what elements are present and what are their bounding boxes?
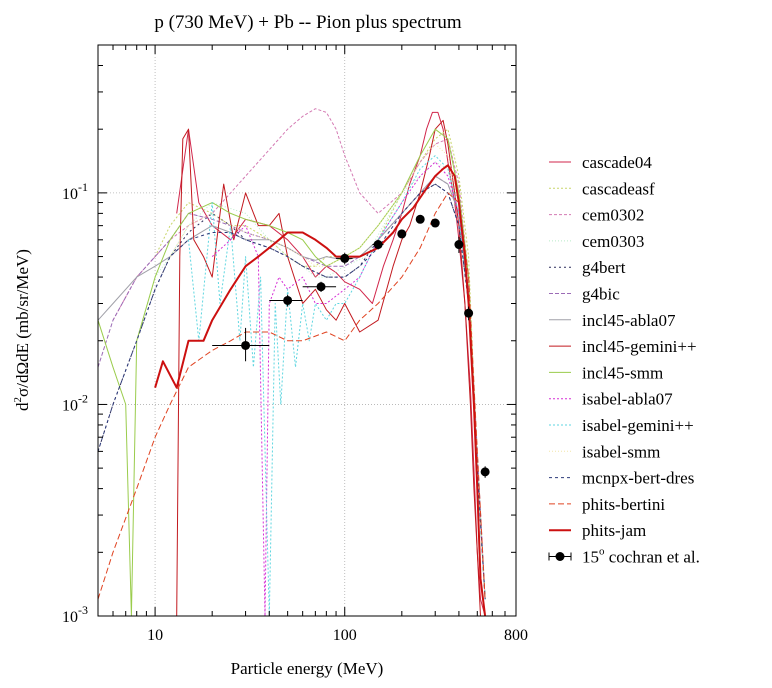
series-line-isabel-abla07 xyxy=(211,161,486,616)
data-point-marker xyxy=(340,253,350,263)
data-point xyxy=(454,236,464,253)
data-point-marker xyxy=(430,218,440,228)
y-tick-label: 10-1 xyxy=(62,180,88,203)
legend-label-incl45-abla07: incl45-abla07 xyxy=(582,311,676,330)
series-line-phits-jam xyxy=(154,164,487,616)
legend-label-incl45-smm: incl45-smm xyxy=(582,363,663,382)
data-point xyxy=(269,294,303,307)
data-point xyxy=(336,252,353,265)
series-line-mcnpx-bert-dres xyxy=(98,183,486,600)
legend-label-g4bic: g4bic xyxy=(582,285,620,304)
series-line-isabel-smm xyxy=(169,143,486,600)
legend-label-mcnpx-bert-dres: mcnpx-bert-dres xyxy=(582,469,694,488)
data-point xyxy=(397,229,407,239)
series-line-g4bert xyxy=(98,183,486,600)
data-point-marker xyxy=(480,467,490,477)
legend-label-cascadeasf: cascadeasf xyxy=(582,179,655,198)
x-tick-label: 10 xyxy=(147,627,163,644)
data-point-marker xyxy=(454,240,464,250)
data-point xyxy=(212,327,270,362)
series-line-phits-bertini xyxy=(98,192,486,600)
series-line-incl45-smm xyxy=(98,128,486,616)
data-point-marker xyxy=(283,295,293,305)
legend-label-cochran: 15o cochran et al. xyxy=(582,546,700,567)
data-point-marker xyxy=(415,214,425,224)
series-line-cascadeasf xyxy=(154,128,486,600)
data-points xyxy=(212,214,490,478)
x-axis-label: Particle energy (MeV) xyxy=(231,659,384,678)
data-point xyxy=(415,214,425,224)
legend-marker-cochran xyxy=(555,552,565,561)
series-line-cem0303 xyxy=(136,161,486,600)
legend-label-incl45-gemini: incl45-gemini++ xyxy=(582,337,697,356)
series-layer xyxy=(98,108,487,616)
data-point xyxy=(480,466,490,478)
legend-label-cem0303: cem0303 xyxy=(582,232,644,251)
data-point xyxy=(302,281,337,292)
grid xyxy=(98,45,516,616)
data-point-marker xyxy=(316,282,326,292)
data-point xyxy=(372,239,384,250)
data-point-marker xyxy=(241,340,251,350)
chart-title: p (730 MeV) + Pb -- Pion plus spectrum xyxy=(154,12,462,33)
data-point-marker xyxy=(397,229,407,239)
legend-label-cascade04: cascade04 xyxy=(582,153,652,172)
data-point xyxy=(464,306,474,321)
data-point xyxy=(430,218,440,228)
y-tick-label: 10-3 xyxy=(62,603,88,626)
legend-label-isabel-abla07: isabel-abla07 xyxy=(582,390,673,409)
y-axis-label-exponent: 2 xyxy=(12,397,24,403)
data-point-marker xyxy=(373,240,383,250)
y-axis-label-base: d xyxy=(13,402,32,411)
legend-label-phits-jam: phits-jam xyxy=(582,521,646,540)
legend-label-isabel-gemini: isabel-gemini++ xyxy=(582,416,694,435)
x-tick-label: 100 xyxy=(333,627,357,644)
legend: cascade04 cascadeasf cem0302 cem0303 g4bert g… xyxy=(548,153,700,567)
legend-label-cem0302: cem0302 xyxy=(582,206,644,225)
y-tick-label: 10-2 xyxy=(62,391,88,414)
plot-frame xyxy=(97,44,517,617)
legend-label-isabel-smm: isabel-smm xyxy=(582,442,660,461)
y-axis-label-rest: σ/dΩdE (mb/sr/MeV) xyxy=(13,249,32,397)
x-tick-label: 800 xyxy=(504,627,528,644)
series-line-isabel-gemini xyxy=(188,155,486,616)
legend-label-g4bert: g4bert xyxy=(582,258,626,277)
y-axis-label: d2σ/dΩdE (mb/sr/MeV) xyxy=(12,249,32,411)
series-line-incl45-gemini xyxy=(176,119,486,616)
axis-ticks: 10 100 800 10-3 10-2 10-1 xyxy=(62,45,528,644)
legend-label-phits-bertini: phits-bertini xyxy=(582,495,665,514)
data-point-marker xyxy=(464,308,474,318)
